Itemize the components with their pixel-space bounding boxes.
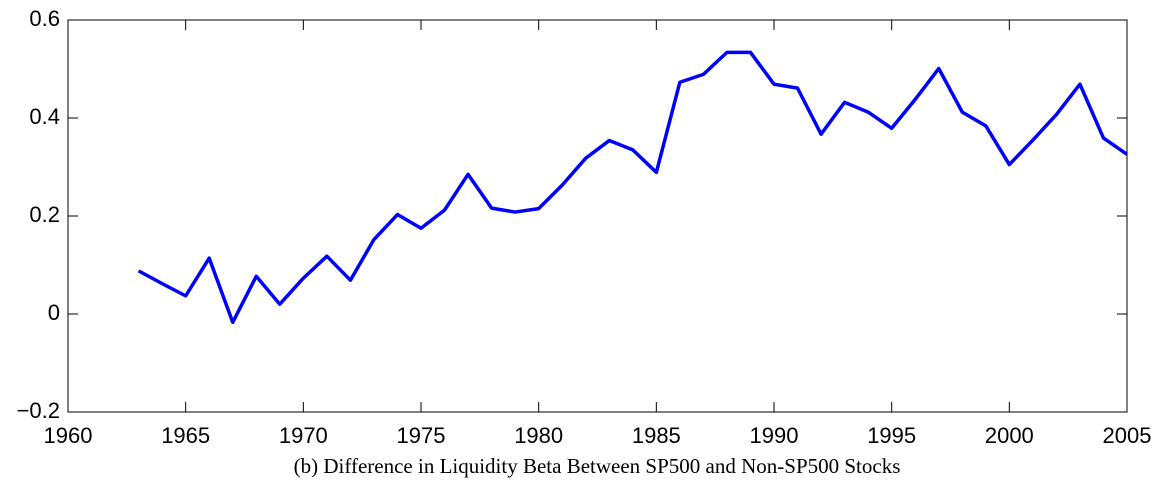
x-tick-label: 1980 xyxy=(514,423,563,448)
x-tick-label: 1990 xyxy=(750,423,799,448)
y-tick-label: 0 xyxy=(48,300,60,325)
x-tick-label: 1985 xyxy=(632,423,681,448)
y-tick-label: 0.2 xyxy=(29,202,60,227)
x-tick-label: 2005 xyxy=(1103,423,1152,448)
x-tick-label: 1970 xyxy=(279,423,328,448)
y-tick-label: 0.6 xyxy=(29,6,60,31)
data-line xyxy=(137,50,1128,325)
chart-title: (b) Difference in Liquidity Beta Between… xyxy=(294,454,901,478)
x-tick-label: 1960 xyxy=(44,423,93,448)
plot-frame xyxy=(67,19,1128,413)
x-tick-label: 2000 xyxy=(985,423,1034,448)
y-tick-label: −0.2 xyxy=(17,398,60,423)
y-tick-label: 0.4 xyxy=(29,104,60,129)
x-tick-label: 1995 xyxy=(867,423,916,448)
x-tick-label: 1965 xyxy=(161,423,210,448)
x-tick-label: 1975 xyxy=(397,423,446,448)
